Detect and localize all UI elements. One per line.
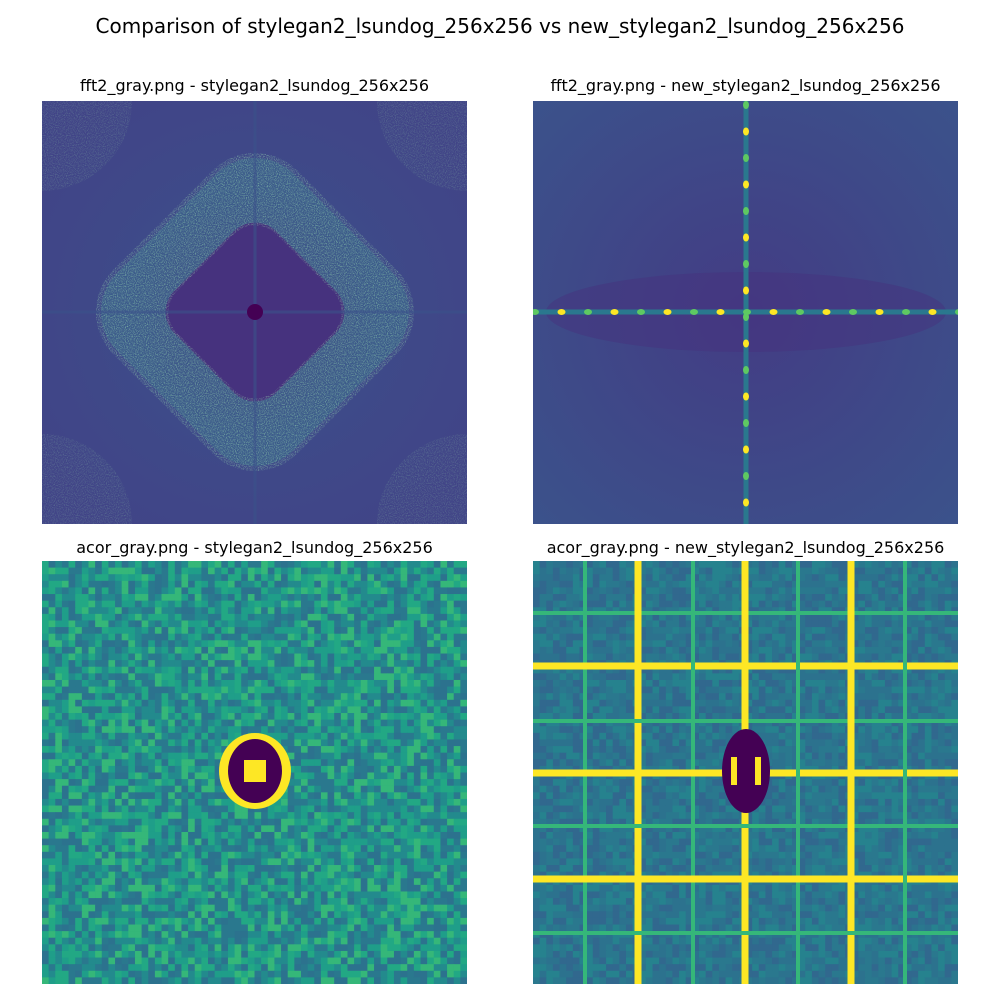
- figure-title: Comparison of stylegan2_lsundog_256x256 …: [95, 14, 905, 38]
- acor-new-image: [533, 561, 958, 984]
- acor-original-image: [42, 561, 467, 984]
- panel-title-fft-new: fft2_gray.png - new_stylegan2_lsundog_25…: [550, 76, 941, 95]
- fft-original-image: [42, 101, 467, 524]
- fft-new-image: [533, 101, 958, 524]
- panel-title-acor-original: acor_gray.png - stylegan2_lsundog_256x25…: [76, 538, 433, 557]
- panel-title-acor-new: acor_gray.png - new_stylegan2_lsundog_25…: [546, 538, 945, 557]
- panel-title-fft-original: fft2_gray.png - stylegan2_lsundog_256x25…: [79, 76, 430, 95]
